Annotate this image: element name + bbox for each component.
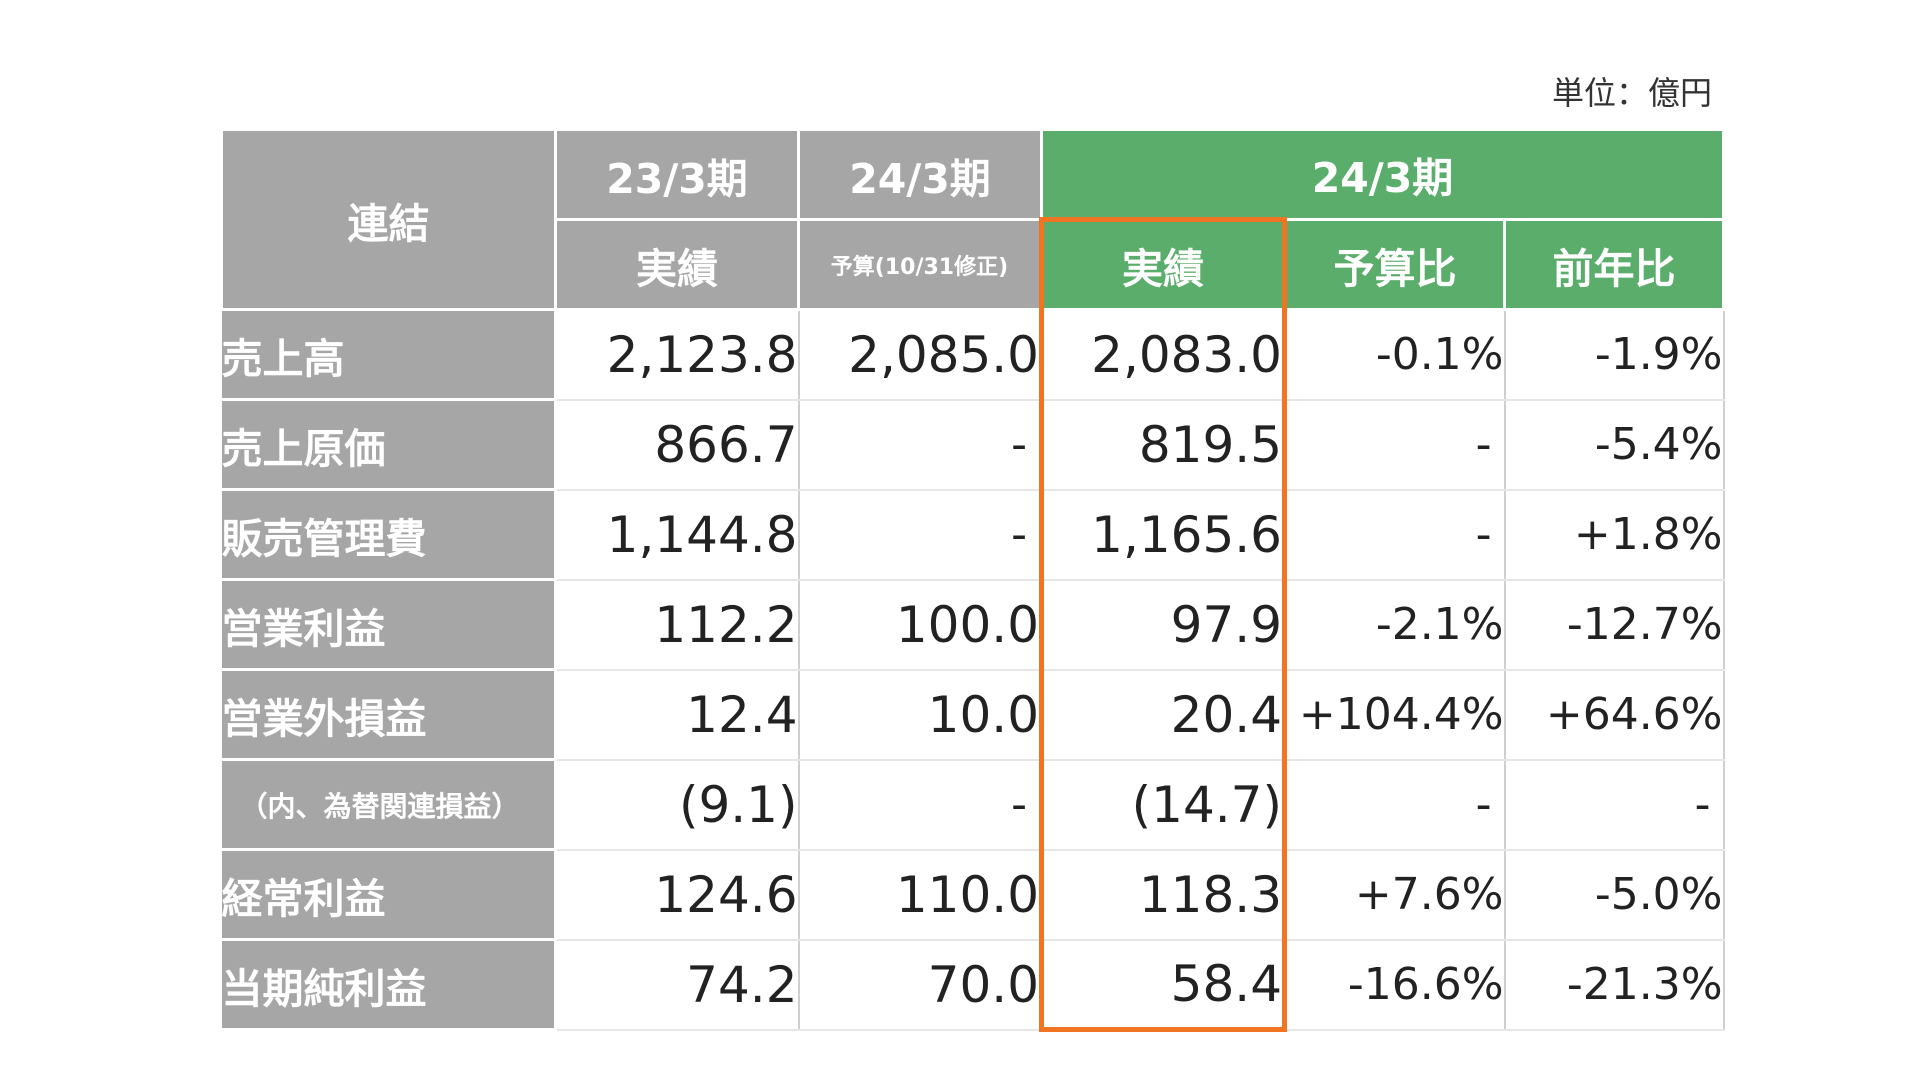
header-row-sub: 実績 予算(10/31修正) 実績 予算比 前年比 bbox=[222, 217, 1725, 311]
row-label: 営業外損益 bbox=[221, 668, 557, 761]
subheader-actual-2403: 実績 bbox=[1039, 217, 1287, 311]
budget-cell: - bbox=[797, 759, 1043, 851]
yoy-cell: - bbox=[1503, 759, 1725, 851]
budget-cell: 2,085.0 bbox=[797, 309, 1043, 401]
budget-cell: 110.0 bbox=[797, 849, 1043, 941]
actual-2403-cell: 118.3 bbox=[1039, 849, 1287, 941]
vs-budget-cell: -2.1% bbox=[1283, 579, 1506, 671]
row-label: 販売管理費 bbox=[221, 488, 557, 581]
budget-cell: - bbox=[797, 399, 1043, 491]
row-label: 売上原価 bbox=[221, 398, 557, 491]
actual-2303-cell: 112.2 bbox=[554, 579, 800, 671]
actual-2403-cell: (14.7) bbox=[1039, 759, 1287, 851]
actual-2403-cell: 58.4 bbox=[1039, 939, 1287, 1032]
period-header-2403-budget: 24/3期 bbox=[797, 128, 1043, 221]
actual-2403-cell: 2,083.0 bbox=[1039, 309, 1287, 401]
vs-budget-cell: +7.6% bbox=[1283, 849, 1506, 941]
table-row: 営業外損益 12.4 10.0 20.4 +104.4% +64.6% bbox=[221, 668, 1725, 761]
vs-budget-cell: - bbox=[1283, 759, 1506, 851]
table-row: （内、為替関連損益） (9.1) - (14.7) - - bbox=[221, 758, 1725, 851]
vs-budget-cell: - bbox=[1283, 399, 1506, 491]
actual-2303-cell: 866.7 bbox=[554, 399, 800, 491]
financial-results-table: 連結 23/3期 24/3期 24/3期 実績 予算(10/31修正) 実績 予… bbox=[220, 128, 1725, 1032]
actual-2403-cell: 819.5 bbox=[1039, 399, 1287, 491]
subheader-budget-ratio: 予算比 bbox=[1283, 218, 1506, 311]
row-label: （内、為替関連損益） bbox=[221, 758, 557, 851]
row-label: 当期純利益 bbox=[221, 938, 557, 1031]
actual-2303-cell: 124.6 bbox=[554, 849, 800, 941]
vs-budget-cell: +104.4% bbox=[1283, 669, 1506, 761]
table-row: 営業利益 112.2 100.0 97.9 -2.1% -12.7% bbox=[221, 578, 1725, 671]
actual-2303-cell: 1,144.8 bbox=[554, 489, 800, 581]
subheader-budget: 予算(10/31修正) bbox=[797, 218, 1043, 311]
period-header-2403: 24/3期 bbox=[1040, 128, 1725, 221]
subheader-actual-2303: 実績 bbox=[554, 218, 800, 311]
vs-budget-cell: -16.6% bbox=[1283, 939, 1506, 1031]
vs-budget-cell: - bbox=[1283, 489, 1506, 581]
row-label: 売上高 bbox=[221, 308, 557, 401]
unit-label: 単位：億円 bbox=[1551, 74, 1712, 112]
budget-cell: - bbox=[797, 489, 1043, 581]
yoy-cell: -5.0% bbox=[1503, 849, 1725, 941]
actual-2403-cell: 20.4 bbox=[1039, 669, 1287, 761]
actual-2303-cell: 2,123.8 bbox=[554, 309, 800, 401]
table-row: 当期純利益 74.2 70.0 58.4 -16.6% -21.3% bbox=[221, 938, 1725, 1032]
actual-2403-cell: 1,165.6 bbox=[1039, 489, 1287, 581]
actual-2303-cell: 12.4 bbox=[554, 669, 800, 761]
budget-cell: 10.0 bbox=[797, 669, 1043, 761]
subheader-yoy: 前年比 bbox=[1503, 218, 1725, 311]
yoy-cell: -5.4% bbox=[1503, 399, 1725, 491]
table-row: 売上原価 866.7 - 819.5 - -5.4% bbox=[221, 398, 1725, 491]
table-row: 販売管理費 1,144.8 - 1,165.6 - +1.8% bbox=[221, 488, 1725, 581]
yoy-cell: -12.7% bbox=[1503, 579, 1725, 671]
header-row-period: 連結 23/3期 24/3期 24/3期 bbox=[220, 128, 1725, 311]
budget-cell: 70.0 bbox=[797, 939, 1043, 1031]
actual-2303-cell: (9.1) bbox=[554, 759, 800, 851]
yoy-cell: -21.3% bbox=[1503, 939, 1725, 1031]
yoy-cell: +1.8% bbox=[1503, 489, 1725, 581]
actual-2303-cell: 74.2 bbox=[554, 939, 800, 1031]
row-label: 経常利益 bbox=[221, 848, 557, 941]
actual-2403-cell: 97.9 bbox=[1039, 579, 1287, 671]
budget-cell: 100.0 bbox=[797, 579, 1043, 671]
yoy-cell: -1.9% bbox=[1503, 309, 1725, 401]
corner-header: 連結 bbox=[220, 128, 557, 311]
table-row: 経常利益 124.6 110.0 118.3 +7.6% -5.0% bbox=[221, 848, 1725, 941]
period-header-2303: 23/3期 bbox=[554, 128, 800, 221]
yoy-cell: +64.6% bbox=[1503, 669, 1725, 761]
table-row: 売上高 2,123.8 2,085.0 2,083.0 -0.1% -1.9% bbox=[221, 308, 1725, 401]
row-label: 営業利益 bbox=[221, 578, 557, 671]
vs-budget-cell: -0.1% bbox=[1283, 309, 1506, 401]
